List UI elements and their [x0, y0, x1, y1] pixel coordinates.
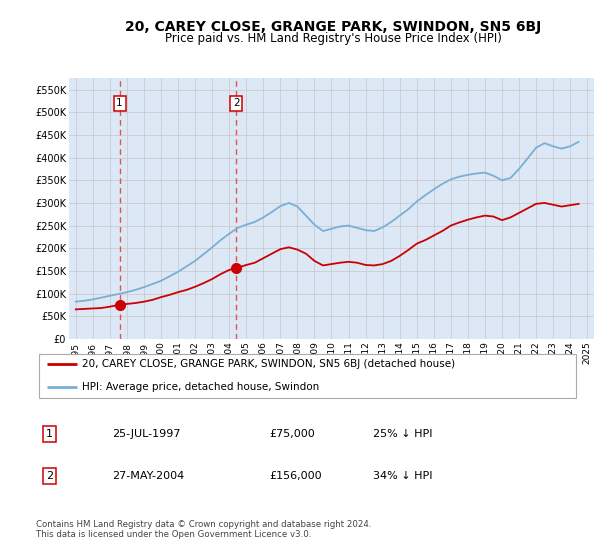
Text: 34% ↓ HPI: 34% ↓ HPI — [373, 472, 432, 481]
Text: 20, CAREY CLOSE, GRANGE PARK, SWINDON, SN5 6BJ: 20, CAREY CLOSE, GRANGE PARK, SWINDON, S… — [125, 20, 541, 34]
Text: 25-JUL-1997: 25-JUL-1997 — [112, 429, 181, 439]
Text: HPI: Average price, detached house, Swindon: HPI: Average price, detached house, Swin… — [82, 382, 319, 392]
Text: Contains HM Land Registry data © Crown copyright and database right 2024.
This d: Contains HM Land Registry data © Crown c… — [36, 520, 371, 539]
Text: £156,000: £156,000 — [269, 472, 322, 481]
Text: Price paid vs. HM Land Registry's House Price Index (HPI): Price paid vs. HM Land Registry's House … — [164, 32, 502, 45]
Text: 2: 2 — [233, 98, 239, 108]
Text: 25% ↓ HPI: 25% ↓ HPI — [373, 429, 432, 439]
Text: 20, CAREY CLOSE, GRANGE PARK, SWINDON, SN5 6BJ (detached house): 20, CAREY CLOSE, GRANGE PARK, SWINDON, S… — [82, 360, 455, 370]
Text: 27-MAY-2004: 27-MAY-2004 — [112, 472, 184, 481]
Text: £75,000: £75,000 — [269, 429, 315, 439]
Text: 1: 1 — [46, 429, 53, 439]
Text: 1: 1 — [116, 98, 123, 108]
Text: 2: 2 — [46, 472, 53, 481]
FancyBboxPatch shape — [39, 353, 576, 398]
